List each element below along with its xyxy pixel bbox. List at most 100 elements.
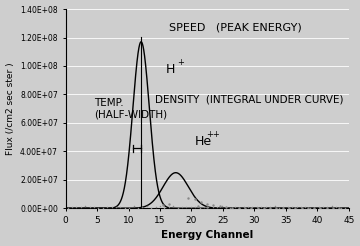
Point [73,205,79,209]
Point [305,206,311,210]
Point [122,206,128,210]
Point [140,205,145,209]
Point [184,205,189,209]
Text: DENSITY  (INTEGRAL UNDER CURVE): DENSITY (INTEGRAL UNDER CURVE) [156,95,344,105]
Point [286,206,292,210]
Point [272,204,278,208]
Point [144,204,150,208]
Text: H: H [166,63,176,76]
Point [258,205,264,209]
Point [289,205,295,209]
Point [248,206,254,210]
Text: TEMP.
(HALF-WIDTH): TEMP. (HALF-WIDTH) [94,98,167,119]
Point [292,206,298,210]
Point [330,206,336,210]
Point [170,204,176,208]
Point [192,198,198,201]
Point [167,202,172,206]
Point [255,206,260,210]
Point [160,203,166,207]
Point [249,205,255,209]
Point [232,205,238,209]
Point [263,205,269,209]
Point [198,200,204,203]
Point [329,204,335,208]
Text: +: + [177,58,184,67]
Point [214,205,220,209]
Point [206,205,211,209]
Point [126,206,132,210]
Point [195,204,201,208]
Point [241,205,247,209]
Point [148,206,154,210]
Point [204,205,210,209]
Point [217,204,222,208]
Point [324,206,330,210]
Point [318,206,323,210]
Point [188,205,194,209]
Point [82,204,88,208]
Point [91,205,97,209]
Point [185,196,191,200]
Point [211,203,216,207]
Point [157,204,163,208]
Point [311,206,317,210]
Point [276,206,282,210]
Point [342,206,348,210]
Point [337,206,342,210]
Point [223,205,229,209]
Point [302,205,308,209]
Point [100,206,105,210]
Point [311,206,317,210]
Point [236,206,242,210]
Point [69,205,75,209]
Y-axis label: Flux (/cm2 sec ster ): Flux (/cm2 sec ster ) [5,62,14,155]
Point [131,204,136,208]
Point [210,205,216,209]
Point [65,206,71,210]
Point [201,205,207,209]
Point [117,205,123,209]
Point [166,205,172,209]
Point [229,206,235,210]
Point [338,206,343,210]
X-axis label: Energy Channel: Energy Channel [161,231,253,240]
Point [254,205,260,209]
Text: ++: ++ [206,130,220,138]
Point [175,206,180,210]
Point [274,206,279,210]
Point [113,205,119,209]
Point [298,205,304,209]
Point [223,205,229,209]
Point [162,206,167,210]
Point [95,206,101,210]
Point [219,204,225,208]
Point [197,206,203,210]
Point [267,206,273,210]
Text: SPEED   (PEAK ENERGY): SPEED (PEAK ENERGY) [169,23,302,33]
Point [228,206,233,210]
Point [280,205,286,209]
Point [109,205,114,209]
Point [333,205,339,209]
Point [135,206,141,210]
Point [245,205,251,209]
Point [280,206,285,210]
Point [78,205,84,209]
Point [324,205,330,209]
Point [87,205,93,209]
Point [299,206,305,210]
Point [104,205,110,209]
Point [267,205,273,209]
Point [316,205,321,209]
Point [320,205,326,209]
Point [237,206,242,210]
Point [307,206,312,210]
Text: He: He [194,135,212,148]
Point [242,206,248,210]
Point [192,205,198,209]
Point [285,205,291,209]
Point [153,205,158,209]
Point [179,205,185,209]
Point [294,205,300,209]
